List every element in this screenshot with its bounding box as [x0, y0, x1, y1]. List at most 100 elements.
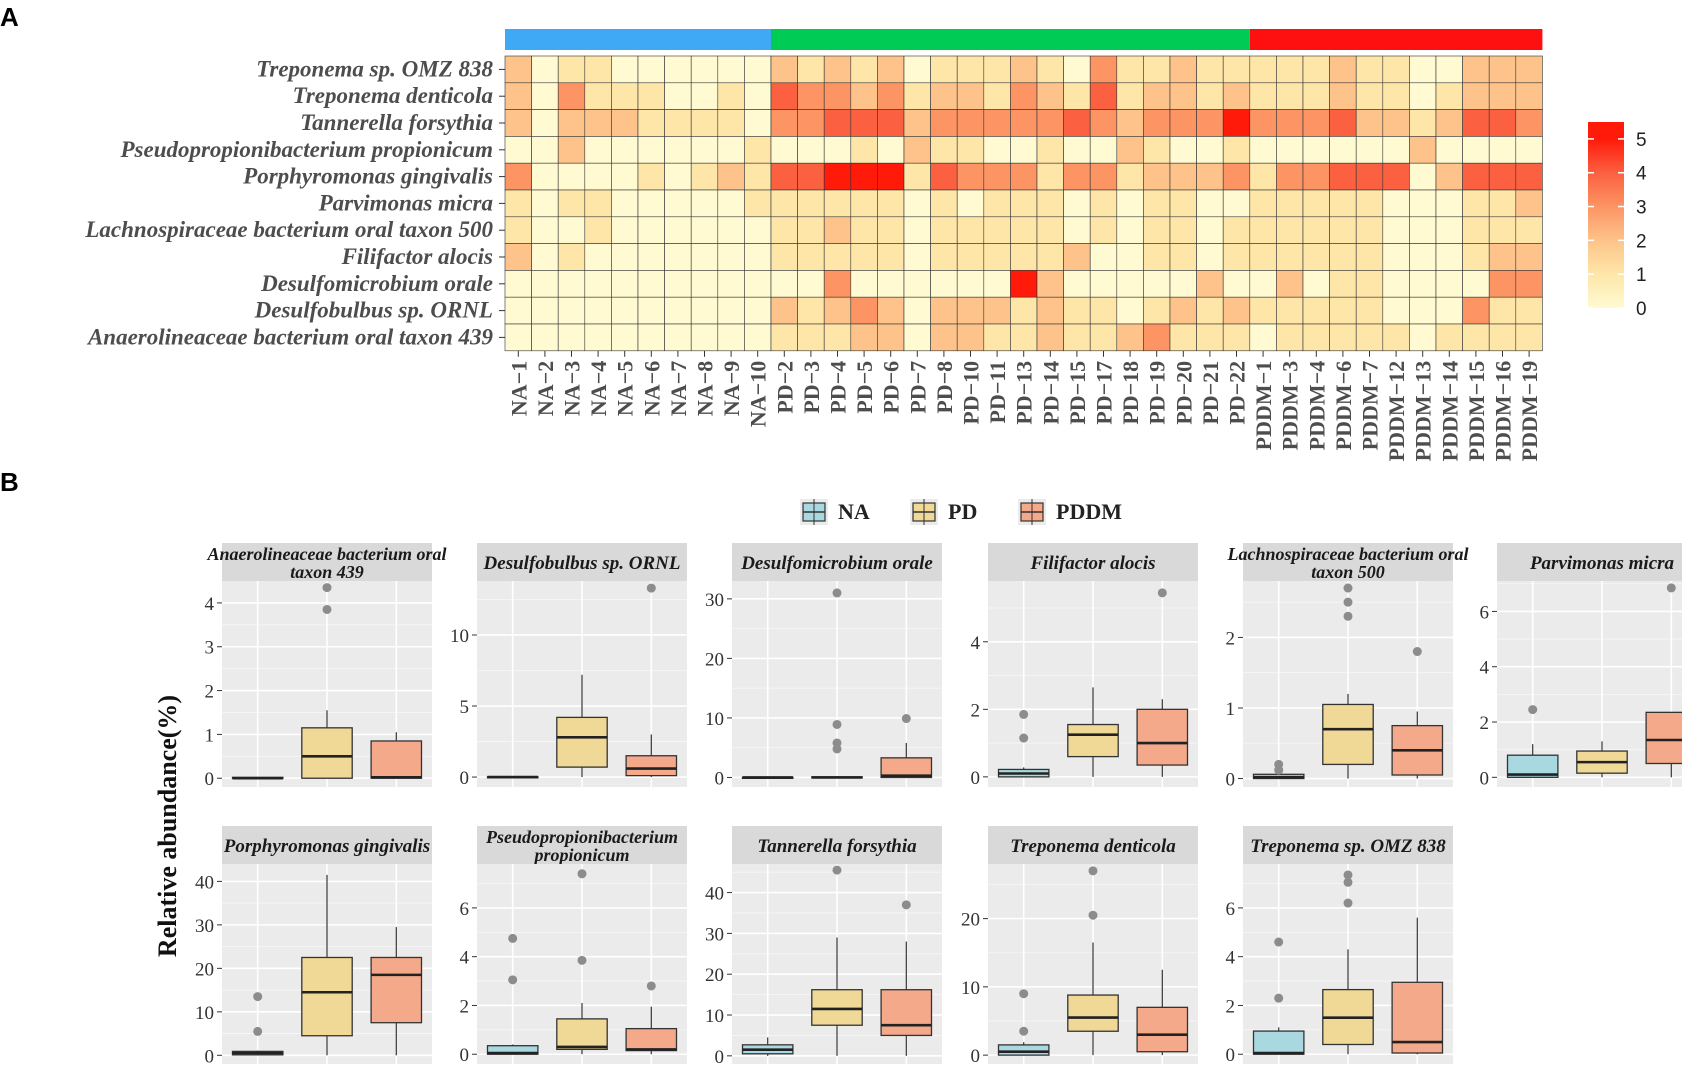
heatmap-cell — [611, 136, 639, 164]
heatmap-cell — [1222, 243, 1251, 271]
heatmap-cell — [956, 189, 985, 218]
heatmap-cell — [797, 216, 825, 244]
y-tick-label: 0 — [460, 768, 470, 789]
y-tick-label: 10 — [450, 626, 469, 647]
box-PDDM — [625, 755, 678, 777]
heatmap-cell — [850, 189, 878, 218]
heatmap-cell — [983, 243, 1011, 271]
heatmap-cell — [1515, 243, 1543, 271]
heatmap-cell — [717, 216, 745, 244]
y-tick-label: 2 — [1226, 996, 1236, 1017]
heatmap-cell — [1382, 189, 1410, 218]
y-tick-label: 0 — [1480, 768, 1490, 789]
heatmap-cell — [664, 216, 692, 244]
col-label: PD−15 — [1065, 361, 1090, 425]
heatmap-cell — [1196, 189, 1224, 218]
heatmap-cell — [1036, 323, 1064, 352]
heatmap-cell — [877, 189, 905, 218]
col-label: NA−5 — [613, 361, 638, 416]
heatmap-cell — [1116, 189, 1144, 218]
heatmap-cell — [664, 136, 692, 164]
heatmap-cell — [557, 109, 586, 137]
col-label: PD−11 — [985, 361, 1010, 424]
heatmap-cell — [584, 270, 612, 298]
heatmap-cell — [664, 296, 692, 325]
heatmap-cell — [637, 162, 665, 191]
heatmap-cell — [1276, 216, 1304, 244]
facet-strip — [477, 543, 687, 581]
heatmap-cell — [637, 55, 665, 84]
heatmap-cell — [1515, 270, 1543, 298]
heatmap-cell — [823, 189, 852, 218]
box-PD — [301, 956, 353, 1037]
outlier-point — [1019, 1026, 1029, 1036]
group-bar-NA — [505, 29, 771, 50]
heatmap-cell — [1488, 189, 1517, 218]
outlier-point — [901, 900, 911, 910]
y-tick-label: 0 — [205, 1046, 215, 1065]
col-label: PD−2 — [772, 361, 797, 414]
heatmap-cell — [850, 109, 878, 137]
heatmap-cell — [1515, 216, 1543, 244]
y-tick-label: 2 — [205, 682, 215, 703]
heatmap-cell — [1089, 270, 1118, 298]
heatmap-cell — [1169, 189, 1197, 218]
col-label: PD−14 — [1038, 361, 1063, 425]
y-tick-label: 20 — [705, 649, 724, 670]
heatmap-cell — [557, 243, 586, 271]
heatmap-cell — [1329, 136, 1357, 164]
y-tick-label: 40 — [195, 872, 214, 893]
row-label: Lachnospiraceae bacterium oral taxon 500 — [84, 217, 493, 242]
heatmap-cell — [611, 109, 639, 137]
col-label: NA−2 — [533, 361, 558, 416]
y-tick-label: 10 — [961, 978, 980, 999]
heatmap-cell — [1409, 216, 1437, 244]
heatmap-cell — [797, 109, 825, 137]
heatmap-cell — [1222, 323, 1251, 352]
heatmap-cell — [611, 82, 639, 110]
legend-tick-label: 3 — [1636, 198, 1647, 219]
heatmap-cell — [531, 55, 559, 84]
heatmap-cell — [1276, 296, 1304, 325]
heatmap-cell — [637, 136, 665, 164]
y-tick-label: 6 — [1226, 899, 1236, 920]
heatmap-cell — [1063, 243, 1091, 271]
boxplot-panel: NA PD PDDM Relative abundance(%) Anaerolinea… — [153, 499, 1682, 1065]
heatmap-cell — [1409, 162, 1437, 191]
heatmap-cell — [930, 270, 958, 298]
facet-strip — [222, 543, 432, 581]
heatmap-cell — [664, 189, 692, 218]
heatmap-cell — [1355, 109, 1384, 137]
y-tick-label: 2 — [971, 700, 981, 721]
col-label: NA−7 — [666, 361, 691, 416]
facet-title: Desulfomicrobium orale — [740, 553, 933, 574]
heatmap-cell — [637, 323, 665, 352]
heatmap-cell — [1249, 296, 1277, 325]
heatmap-cell — [1063, 270, 1091, 298]
heatmap-cell — [823, 296, 852, 325]
heatmap-cell — [1435, 55, 1463, 84]
heatmap-cell — [1276, 82, 1304, 110]
heatmap-cell — [531, 162, 559, 191]
heatmap-cell — [744, 296, 772, 325]
heatmap-cell — [930, 55, 958, 84]
col-label: PD−10 — [959, 361, 984, 425]
box-PDDM — [370, 956, 423, 1024]
heatmap-cell — [1409, 243, 1437, 271]
heatmap-cell — [770, 109, 798, 137]
heatmap-cell — [1169, 270, 1197, 298]
heatmap-cell — [744, 270, 772, 298]
heatmap-cell — [557, 296, 586, 325]
y-tick-label: 1 — [205, 725, 215, 746]
heatmap-cell — [1249, 55, 1277, 84]
heatmap-cell — [584, 189, 612, 218]
outlier-point — [508, 975, 518, 985]
box-PDDM — [625, 1027, 678, 1052]
heatmap-cell — [690, 55, 719, 84]
heatmap-cell — [1462, 136, 1490, 164]
heatmap-cell — [1382, 136, 1410, 164]
heatmap-cell — [1382, 216, 1410, 244]
outlier-point — [1274, 937, 1284, 947]
heatmap-cell — [983, 162, 1011, 191]
